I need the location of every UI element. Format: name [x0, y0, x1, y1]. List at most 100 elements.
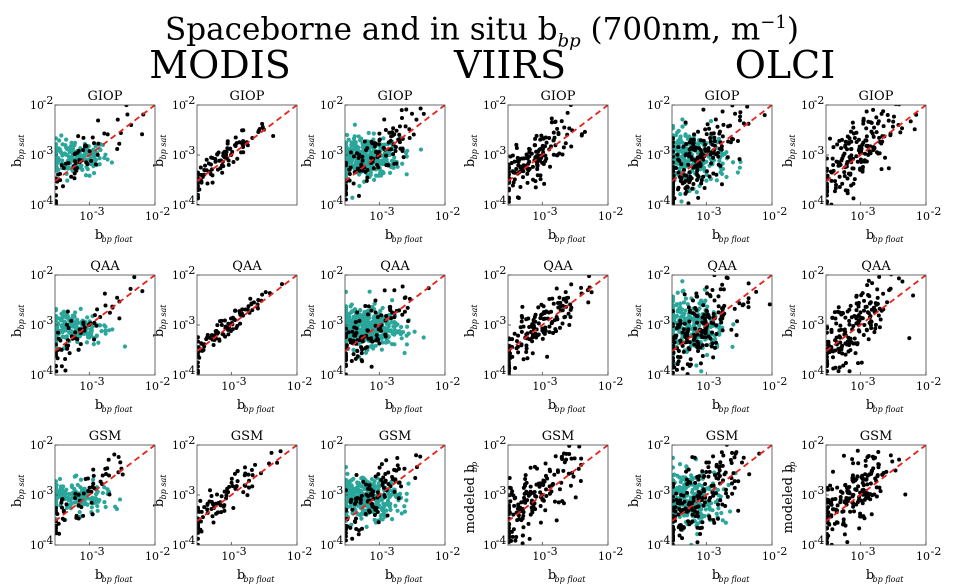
float-point: [345, 343, 349, 348]
float-point: [867, 320, 872, 325]
y-axis-label: b: [152, 329, 167, 337]
sat-point: [105, 157, 110, 162]
y-tick-exponent: -2: [496, 94, 507, 107]
float-point: [522, 156, 527, 161]
float-point: [229, 476, 234, 481]
float-point: [885, 300, 890, 305]
panel-title: QAA: [380, 259, 410, 274]
float-point: [393, 148, 398, 153]
float-point: [397, 132, 402, 137]
float-point: [691, 311, 696, 316]
float-point: [345, 534, 348, 539]
float-point: [847, 136, 852, 141]
float-point: [197, 355, 202, 360]
sat-point: [345, 289, 349, 294]
sat-point: [399, 511, 404, 516]
float-point: [392, 467, 397, 472]
float-point: [693, 145, 698, 150]
float-point: [357, 496, 362, 501]
float-point: [711, 155, 716, 160]
float-point: [373, 323, 378, 328]
y-tick-exponent: -2: [185, 434, 196, 447]
y-axis-label-sub: bp sat: [307, 474, 316, 500]
sat-point: [390, 492, 395, 497]
float-point: [351, 181, 356, 186]
float-point: [366, 494, 371, 499]
float-point: [691, 137, 696, 142]
y-tick-exponent: -3: [43, 314, 54, 327]
float-point: [560, 499, 565, 504]
float-point: [689, 155, 694, 160]
y-tick-label: 10: [30, 269, 44, 282]
float-point: [707, 174, 712, 179]
float-point: [517, 517, 522, 522]
float-point: [413, 476, 418, 481]
float-point: [855, 341, 860, 346]
float-point: [687, 180, 692, 185]
float-point: [671, 207, 675, 211]
float-point: [103, 303, 108, 308]
float-point: [375, 336, 380, 341]
float-point: [536, 305, 541, 310]
float-point: [210, 180, 215, 185]
float-point: [686, 177, 691, 182]
x-axis-label-sub: bp float: [873, 405, 905, 414]
float-point: [364, 482, 369, 487]
sat-point: [55, 162, 59, 168]
float-point: [538, 177, 543, 182]
sat-point: [58, 318, 64, 323]
float-point: [842, 174, 847, 179]
float-point: [69, 174, 74, 179]
float-point: [386, 140, 391, 145]
float-point: [831, 162, 836, 167]
sat-point: [730, 344, 735, 349]
float-point: [702, 317, 707, 322]
float-point: [355, 348, 360, 353]
float-point: [395, 463, 400, 468]
x-tick-exponent: -2: [931, 205, 942, 218]
float-point: [79, 505, 84, 510]
y-axis-label-group: bbp sat: [463, 134, 479, 167]
float-point: [846, 140, 851, 145]
sat-point: [699, 369, 704, 374]
float-point: [741, 121, 746, 126]
sat-point: [404, 172, 409, 177]
sat-point: [79, 167, 85, 172]
float-point: [215, 492, 220, 497]
float-point: [886, 166, 891, 171]
float-point: [224, 150, 229, 155]
float-point: [366, 336, 371, 341]
float-point: [749, 250, 753, 254]
float-point: [397, 124, 402, 129]
y-tick-exponent: -2: [333, 434, 344, 447]
sat-point: [360, 144, 365, 150]
y-axis-label-group: bbp sat: [781, 304, 797, 337]
float-point: [560, 456, 565, 461]
float-point: [359, 493, 364, 498]
float-point: [870, 281, 875, 286]
float-point: [560, 321, 565, 326]
sat-point: [64, 137, 69, 142]
float-point: [347, 167, 352, 172]
float-point: [894, 105, 898, 107]
float-point: [105, 132, 110, 137]
float-point: [357, 168, 362, 173]
float-point: [525, 154, 530, 159]
float-point: [81, 148, 86, 153]
float-point: [198, 519, 203, 524]
float-point: [521, 510, 526, 515]
x-tick-label: 10: [145, 550, 159, 563]
float-point: [353, 320, 358, 325]
y-tick-label: 10: [801, 149, 815, 162]
float-point: [672, 154, 675, 159]
y-tick-exponent: -4: [185, 194, 196, 207]
float-point: [688, 357, 693, 362]
float-point: [692, 335, 697, 340]
sat-point: [366, 316, 371, 321]
sat-point: [92, 153, 97, 158]
float-point: [858, 315, 863, 320]
float-point: [513, 538, 518, 543]
sat-point: [710, 508, 715, 513]
one-to-one-line: [672, 105, 772, 182]
float-point: [390, 474, 395, 479]
